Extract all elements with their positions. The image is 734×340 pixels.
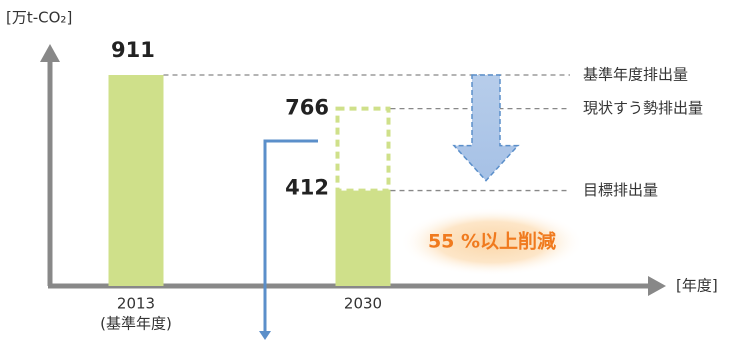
value-label: 911: [111, 38, 155, 62]
x-axis-arrow: [648, 276, 666, 296]
reference-label: 現状すう勢排出量: [583, 99, 703, 117]
x-tick-label: 2013: [117, 295, 155, 313]
reference-label: 基準年度排出量: [583, 66, 688, 84]
x-tick-sublabel: (基準年度): [100, 315, 172, 333]
y-axis-label: [万t-CO₂]: [6, 9, 72, 27]
y-axis-arrow: [40, 44, 60, 62]
divider-arrow: [259, 331, 271, 340]
bar: [335, 190, 391, 286]
bau-value-label: 766: [285, 96, 329, 120]
reference-label: 目標排出量: [583, 181, 658, 199]
annotation-glow: [400, 208, 584, 276]
divider-line: [263, 139, 318, 333]
bau-box: [335, 106, 391, 193]
reduction-arrow: [452, 74, 520, 182]
x-tick-label: 2030: [344, 295, 382, 313]
annotation: 55 %以上削減: [428, 230, 556, 253]
bar: [108, 75, 164, 287]
x-axis-label: [年度]: [676, 277, 718, 295]
value-label: 412: [285, 176, 329, 200]
